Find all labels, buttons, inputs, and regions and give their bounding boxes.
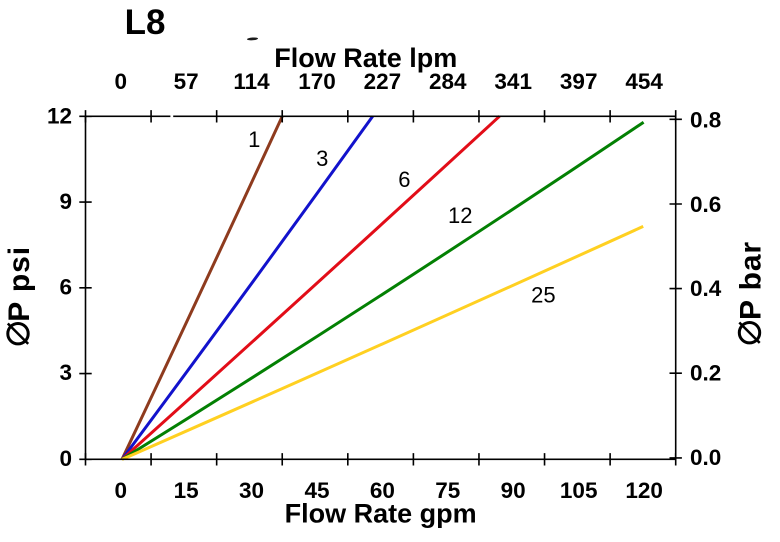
svg-text:9: 9	[59, 189, 72, 214]
svg-text:15: 15	[174, 478, 199, 503]
svg-text:120: 120	[625, 478, 663, 503]
svg-text:3: 3	[316, 146, 328, 171]
svg-text:30: 30	[239, 478, 264, 503]
svg-text:397: 397	[560, 69, 598, 94]
svg-text:Flow Rate lpm: Flow Rate lpm	[274, 43, 457, 73]
svg-text:341: 341	[494, 69, 532, 94]
svg-text:Flow Rate gpm: Flow Rate gpm	[285, 499, 477, 529]
svg-text:0.8: 0.8	[690, 107, 721, 132]
svg-text:1: 1	[248, 127, 260, 152]
svg-text:45: 45	[304, 478, 329, 503]
svg-text:0.0: 0.0	[690, 445, 721, 470]
svg-text:12: 12	[47, 103, 72, 128]
svg-text:P bar: P bar	[735, 241, 768, 320]
svg-text:0.4: 0.4	[690, 276, 722, 301]
svg-text:6: 6	[59, 275, 72, 300]
svg-text:90: 90	[501, 478, 526, 503]
svg-text:454: 454	[625, 69, 663, 94]
svg-text:60: 60	[370, 478, 395, 503]
svg-text:3: 3	[59, 360, 72, 385]
svg-text:12: 12	[448, 203, 472, 228]
svg-text:6: 6	[398, 167, 410, 192]
svg-text:57: 57	[174, 69, 199, 94]
svg-text:114: 114	[233, 69, 270, 94]
svg-text:P psi: P psi	[3, 246, 36, 322]
svg-text:227: 227	[364, 69, 402, 94]
svg-text:0: 0	[114, 478, 127, 503]
svg-text:0: 0	[114, 69, 127, 94]
svg-text:284: 284	[429, 69, 467, 94]
svg-text:105: 105	[560, 478, 598, 503]
svg-text:L8: L8	[125, 3, 166, 42]
svg-text:25: 25	[531, 283, 555, 308]
svg-text:170: 170	[298, 69, 336, 94]
svg-text:0.2: 0.2	[690, 361, 721, 386]
svg-text:0.6: 0.6	[690, 192, 721, 217]
svg-text:0: 0	[59, 446, 72, 471]
svg-text:75: 75	[435, 478, 460, 503]
